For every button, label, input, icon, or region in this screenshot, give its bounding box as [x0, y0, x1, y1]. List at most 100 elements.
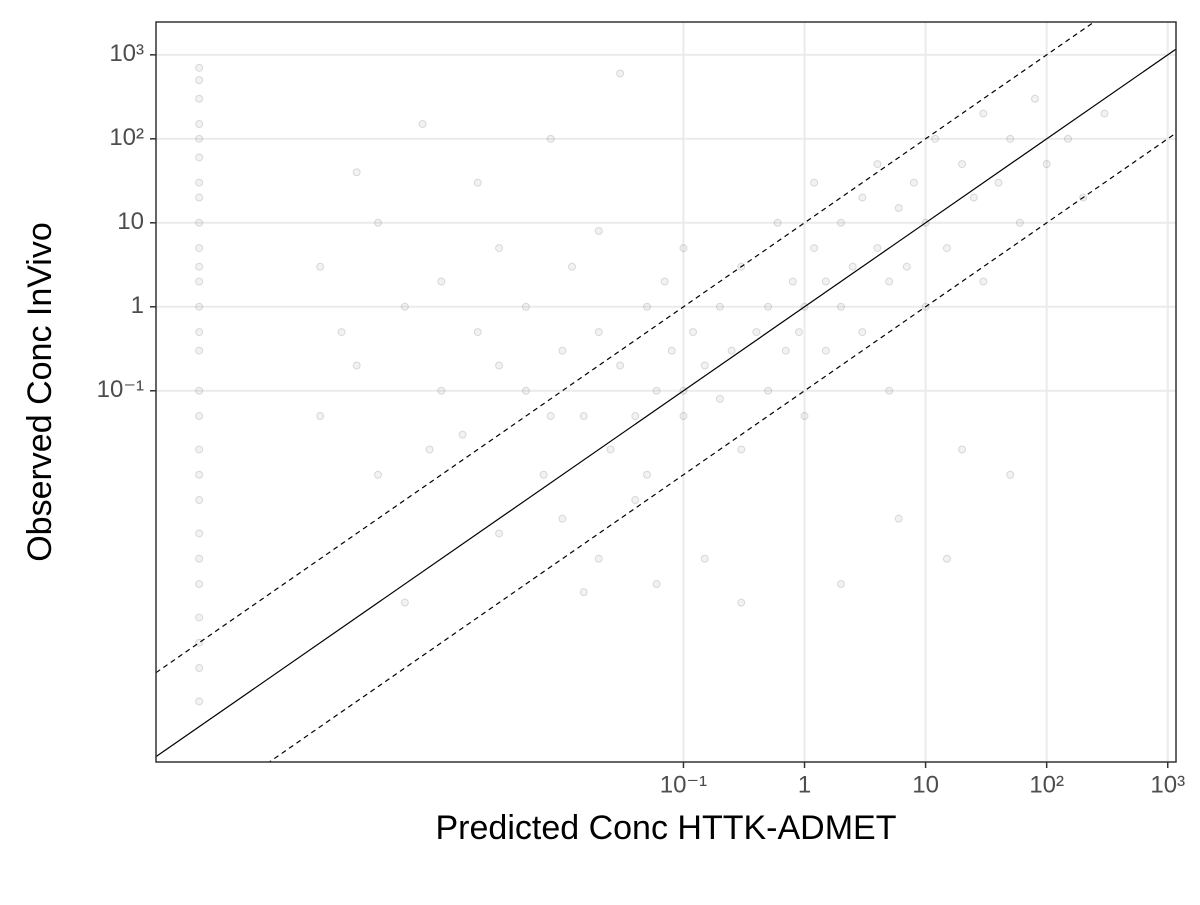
point — [316, 262, 325, 271]
point — [727, 346, 736, 355]
point — [667, 346, 676, 355]
point — [885, 386, 894, 395]
point — [195, 94, 204, 103]
point — [788, 277, 797, 286]
point — [473, 178, 482, 187]
point — [773, 218, 782, 227]
plot-border — [155, 21, 1177, 763]
point — [873, 244, 882, 253]
point — [781, 346, 790, 355]
point — [1042, 160, 1051, 169]
point — [400, 302, 409, 311]
point — [689, 328, 698, 337]
point — [425, 445, 434, 454]
point — [942, 244, 951, 253]
point — [848, 262, 857, 271]
point — [679, 244, 688, 253]
point — [195, 244, 204, 253]
point — [195, 412, 204, 421]
point — [558, 346, 567, 355]
point — [495, 529, 504, 538]
point — [885, 277, 894, 286]
point — [1030, 94, 1039, 103]
point — [894, 514, 903, 523]
point — [195, 470, 204, 479]
point — [631, 412, 640, 421]
point — [1063, 134, 1072, 143]
point — [546, 412, 555, 421]
point — [810, 244, 819, 253]
point — [594, 226, 603, 235]
point — [521, 386, 530, 395]
point — [195, 76, 204, 85]
point — [979, 277, 988, 286]
point — [660, 277, 669, 286]
point — [195, 262, 204, 271]
point — [374, 218, 383, 227]
point — [195, 529, 204, 538]
point — [594, 328, 603, 337]
point — [858, 193, 867, 202]
point — [616, 69, 625, 78]
point — [836, 302, 845, 311]
point — [316, 412, 325, 421]
point — [679, 412, 688, 421]
point — [337, 328, 346, 337]
point — [969, 193, 978, 202]
point — [539, 470, 548, 479]
point — [1006, 470, 1015, 479]
point — [546, 134, 555, 143]
point — [810, 178, 819, 187]
point — [979, 109, 988, 118]
point — [195, 386, 204, 395]
point — [737, 598, 746, 607]
point — [437, 386, 446, 395]
point — [458, 430, 467, 439]
point — [700, 554, 709, 563]
y-tick-label: 10⁻¹ — [97, 376, 144, 403]
point — [821, 346, 830, 355]
point — [195, 153, 204, 162]
point — [521, 302, 530, 311]
grid — [156, 22, 1176, 762]
point — [195, 277, 204, 286]
x-tick-label: 10³ — [1150, 771, 1185, 798]
point — [715, 394, 724, 403]
point — [1100, 109, 1109, 118]
point — [836, 218, 845, 227]
point — [579, 588, 588, 597]
point — [195, 193, 204, 202]
point — [418, 120, 427, 129]
point — [195, 346, 204, 355]
point — [894, 204, 903, 213]
point — [195, 178, 204, 187]
x-tick-label: 1 — [798, 771, 811, 798]
point — [700, 361, 709, 370]
point — [352, 361, 361, 370]
point — [606, 445, 615, 454]
x-tick-label: 10⁻¹ — [660, 771, 707, 798]
point — [579, 412, 588, 421]
point — [752, 328, 761, 337]
x-axis-title: Predicted Conc HTTK-ADMET — [436, 809, 897, 847]
point — [715, 302, 724, 311]
labels: 10⁻¹ 1 10 10² 10³ 10⁻¹ 1 10 10² 10³ — [97, 40, 1185, 798]
point — [643, 470, 652, 479]
point — [794, 328, 803, 337]
point — [873, 160, 882, 169]
point — [1006, 134, 1015, 143]
point — [652, 386, 661, 395]
point — [195, 328, 204, 337]
point — [958, 445, 967, 454]
point — [437, 277, 446, 286]
point — [495, 361, 504, 370]
point — [195, 580, 204, 589]
points — [195, 63, 1109, 706]
point — [800, 412, 809, 421]
point — [195, 613, 204, 622]
point — [195, 496, 204, 505]
point — [994, 178, 1003, 187]
y-axis-title: Observed Conc InVivo — [21, 222, 59, 562]
point — [400, 598, 409, 607]
